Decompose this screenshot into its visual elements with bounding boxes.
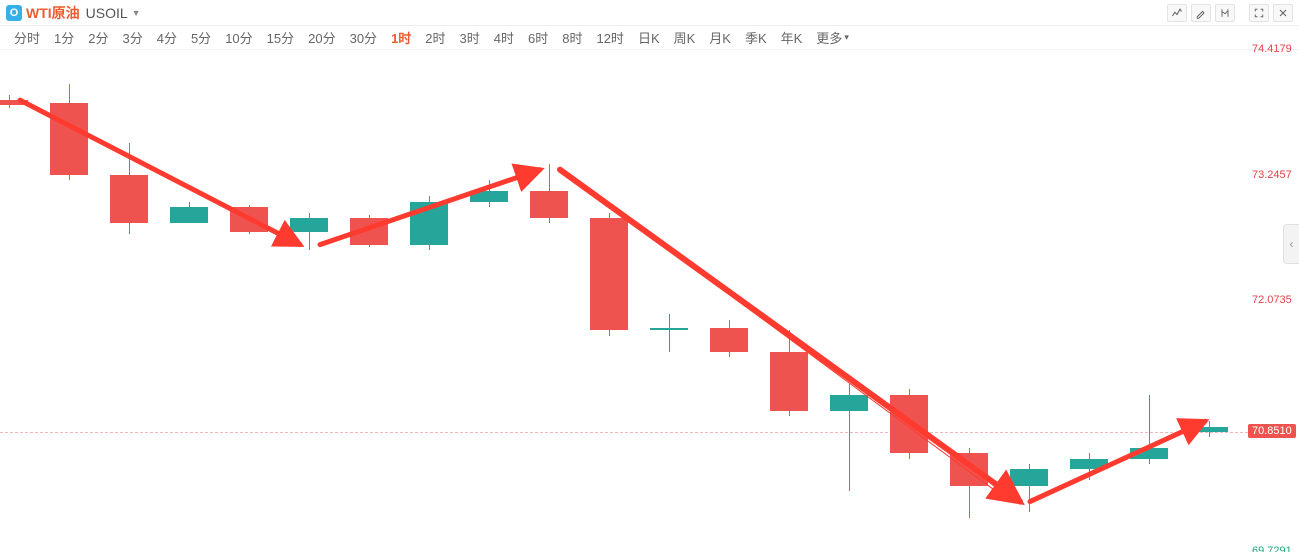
timeframe-15分[interactable]: 15分 <box>263 28 298 47</box>
chevron-left-icon: ‹ <box>1290 237 1294 251</box>
current-price-label: 70.8510 <box>1248 424 1296 438</box>
timeframe-30分[interactable]: 30分 <box>346 28 381 47</box>
timeframe-3时[interactable]: 3时 <box>456 28 484 47</box>
timeframe-周K[interactable]: 周K <box>670 28 700 47</box>
timeframe-10分[interactable]: 10分 <box>221 28 256 47</box>
y-axis-label: 74.4179 <box>1252 43 1292 55</box>
timeframe-日K[interactable]: 日K <box>634 28 664 47</box>
chevron-down-icon: ▾ <box>844 32 849 43</box>
annotation-layer <box>0 50 1248 552</box>
close-icon[interactable] <box>1273 4 1293 22</box>
trend-arrow[interactable] <box>320 170 540 245</box>
fullscreen-icon[interactable] <box>1249 4 1269 22</box>
collapse-panel-tab[interactable]: ‹ <box>1283 224 1299 264</box>
chart-plot[interactable] <box>0 50 1248 552</box>
indicator-icon[interactable] <box>1167 4 1187 22</box>
timeframe-12时[interactable]: 12时 <box>592 28 627 47</box>
trend-arrow[interactable] <box>1030 421 1205 501</box>
y-axis-label: 73.2457 <box>1252 169 1292 181</box>
y-axis-label: 72.0735 <box>1252 294 1292 306</box>
symbol-dropdown-icon[interactable]: ▼ <box>132 8 141 18</box>
timeframe-4时[interactable]: 4时 <box>490 28 518 47</box>
timeframe-4分[interactable]: 4分 <box>153 28 181 47</box>
timeframe-1分[interactable]: 1分 <box>50 28 78 47</box>
symbol-badge: O <box>6 5 22 21</box>
chart-header: O WTI原油 USOIL ▼ <box>0 0 1299 26</box>
compare-icon[interactable] <box>1215 4 1235 22</box>
timeframe-分时[interactable]: 分时 <box>10 28 44 47</box>
chart-root: O WTI原油 USOIL ▼ 分时 1分 2分 3分 4分 5分 10分 15分 20分 30分… <box>0 0 1299 552</box>
timeframe-季K[interactable]: 季K <box>741 28 771 47</box>
timeframe-8时[interactable]: 8时 <box>558 28 586 47</box>
timeframe-3分[interactable]: 3分 <box>118 28 146 47</box>
edit-icon[interactable] <box>1191 4 1211 22</box>
timeframe-20分[interactable]: 20分 <box>304 28 339 47</box>
timeframe-月K[interactable]: 月K <box>705 28 735 47</box>
more-label: 更多 <box>816 28 842 47</box>
timeframe-bar: 分时 1分 2分 3分 4分 5分 10分 15分 20分 30分 1时 2时 3时 4时 6时 8时 12时日… <box>0 26 1299 50</box>
trend-arrow[interactable] <box>20 100 300 245</box>
timeframe-2分[interactable]: 2分 <box>84 28 112 47</box>
y-axis-label: 69.7291 <box>1252 545 1292 552</box>
timeframe-6时[interactable]: 6时 <box>524 28 552 47</box>
symbol-secondary: USOIL <box>86 5 128 21</box>
header-tools <box>1167 4 1293 22</box>
trend-arrow[interactable] <box>560 170 1020 502</box>
symbol-primary[interactable]: WTI原油 <box>26 3 80 23</box>
timeframe-5分[interactable]: 5分 <box>187 28 215 47</box>
timeframe-2时[interactable]: 2时 <box>421 28 449 47</box>
timeframe-年K[interactable]: 年K <box>777 28 807 47</box>
y-axis[interactable]: 74.417973.245772.073569.729170.8510 <box>1248 50 1299 552</box>
timeframe-1时[interactable]: 1时 <box>387 28 415 47</box>
timeframe-more[interactable]: 更多 ▾ <box>812 28 853 47</box>
